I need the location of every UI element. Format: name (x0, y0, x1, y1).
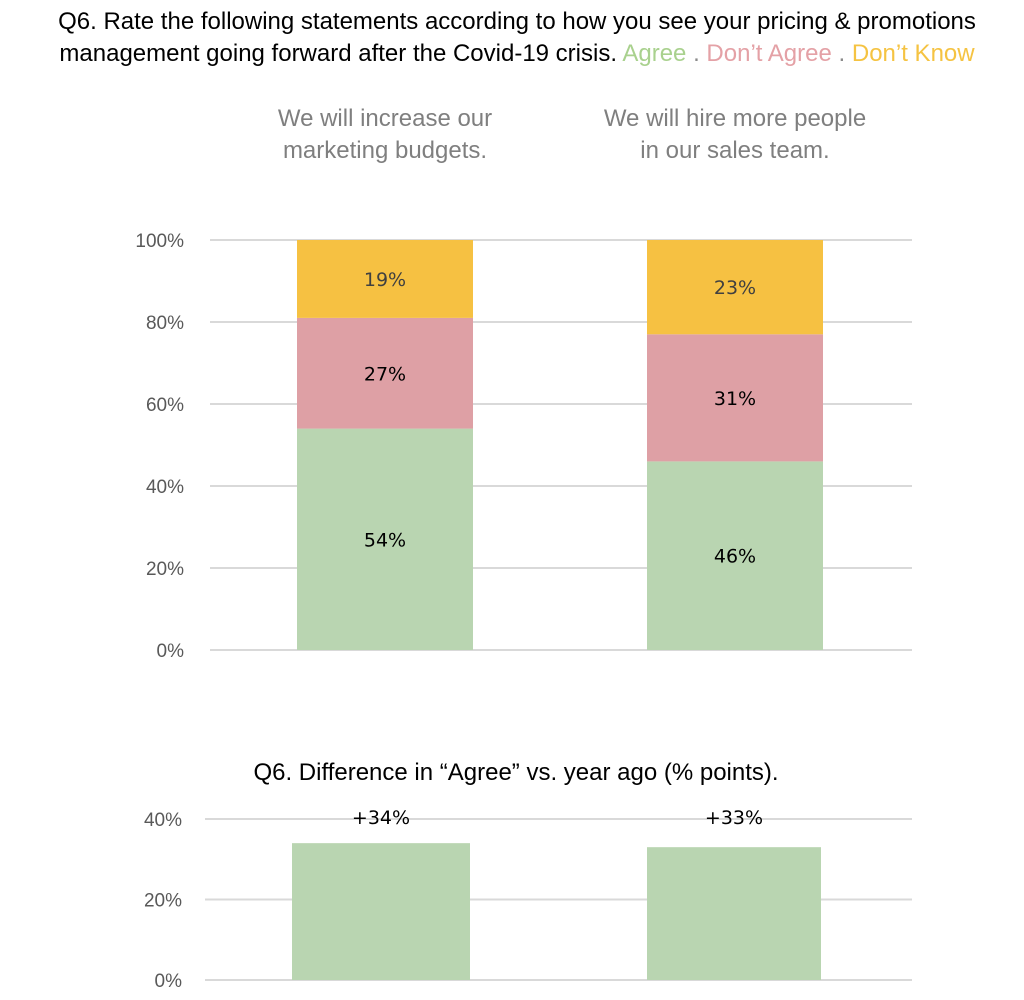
y-tick-label: 60% (146, 395, 184, 416)
category-label: We will hire more people (604, 105, 866, 132)
title-line-1: Q6. Rate the following statements accord… (58, 8, 976, 35)
data-label: 31% (714, 388, 756, 410)
y-tick-label: 20% (146, 559, 184, 580)
data-label: 27% (364, 363, 406, 385)
data-label: 54% (364, 529, 406, 551)
category-label: marketing budgets. (283, 137, 487, 164)
legend-agree: Agree (622, 40, 687, 67)
y-tick-label: 0% (157, 641, 185, 662)
bar-segment-don-t-know (297, 240, 473, 318)
data-label: 23% (714, 277, 756, 299)
legend-separator: . (838, 40, 846, 67)
legend-dont-know: Don’t Know (851, 40, 975, 67)
bar-segment-don-t-agree (647, 334, 823, 462)
bar-segment-agree (297, 428, 473, 650)
data-label: 19% (364, 269, 406, 291)
y-tick-label: 40% (146, 477, 184, 498)
difference-bar (292, 843, 470, 980)
category-label: We will increase our (278, 105, 492, 132)
chart-title: Q6. Rate the following statements accord… (14, 6, 1020, 70)
y-tick-label: 20% (144, 891, 182, 912)
y-tick-label: 100% (135, 231, 184, 252)
data-label: 46% (714, 546, 756, 568)
y-tick-label: 80% (146, 313, 184, 334)
bar-segment-don-t-agree (297, 317, 473, 429)
stacked-bar-chart: 0% 20% 40% 60% 80% 100% We will increase our ma… (135, 105, 912, 662)
difference-bar (647, 847, 821, 980)
data-label: +33% (705, 807, 763, 829)
y-tick-label: 40% (144, 810, 182, 831)
data-label: +34% (352, 807, 410, 829)
difference-bar-chart: Q6. Difference in “Agree” vs. year ago (… (144, 759, 912, 992)
category-label: in our sales team. (640, 137, 829, 164)
title-line-2: management going forward after the Covid… (59, 40, 618, 67)
legend-separator: . (693, 40, 700, 67)
y-tick-label: 0% (155, 971, 183, 992)
difference-chart-title: Q6. Difference in “Agree” vs. year ago (… (253, 759, 778, 786)
legend-dont-agree: Don’t Agree (706, 40, 832, 67)
bar-segment-agree (647, 461, 823, 650)
bar-segment-don-t-know (647, 240, 823, 335)
